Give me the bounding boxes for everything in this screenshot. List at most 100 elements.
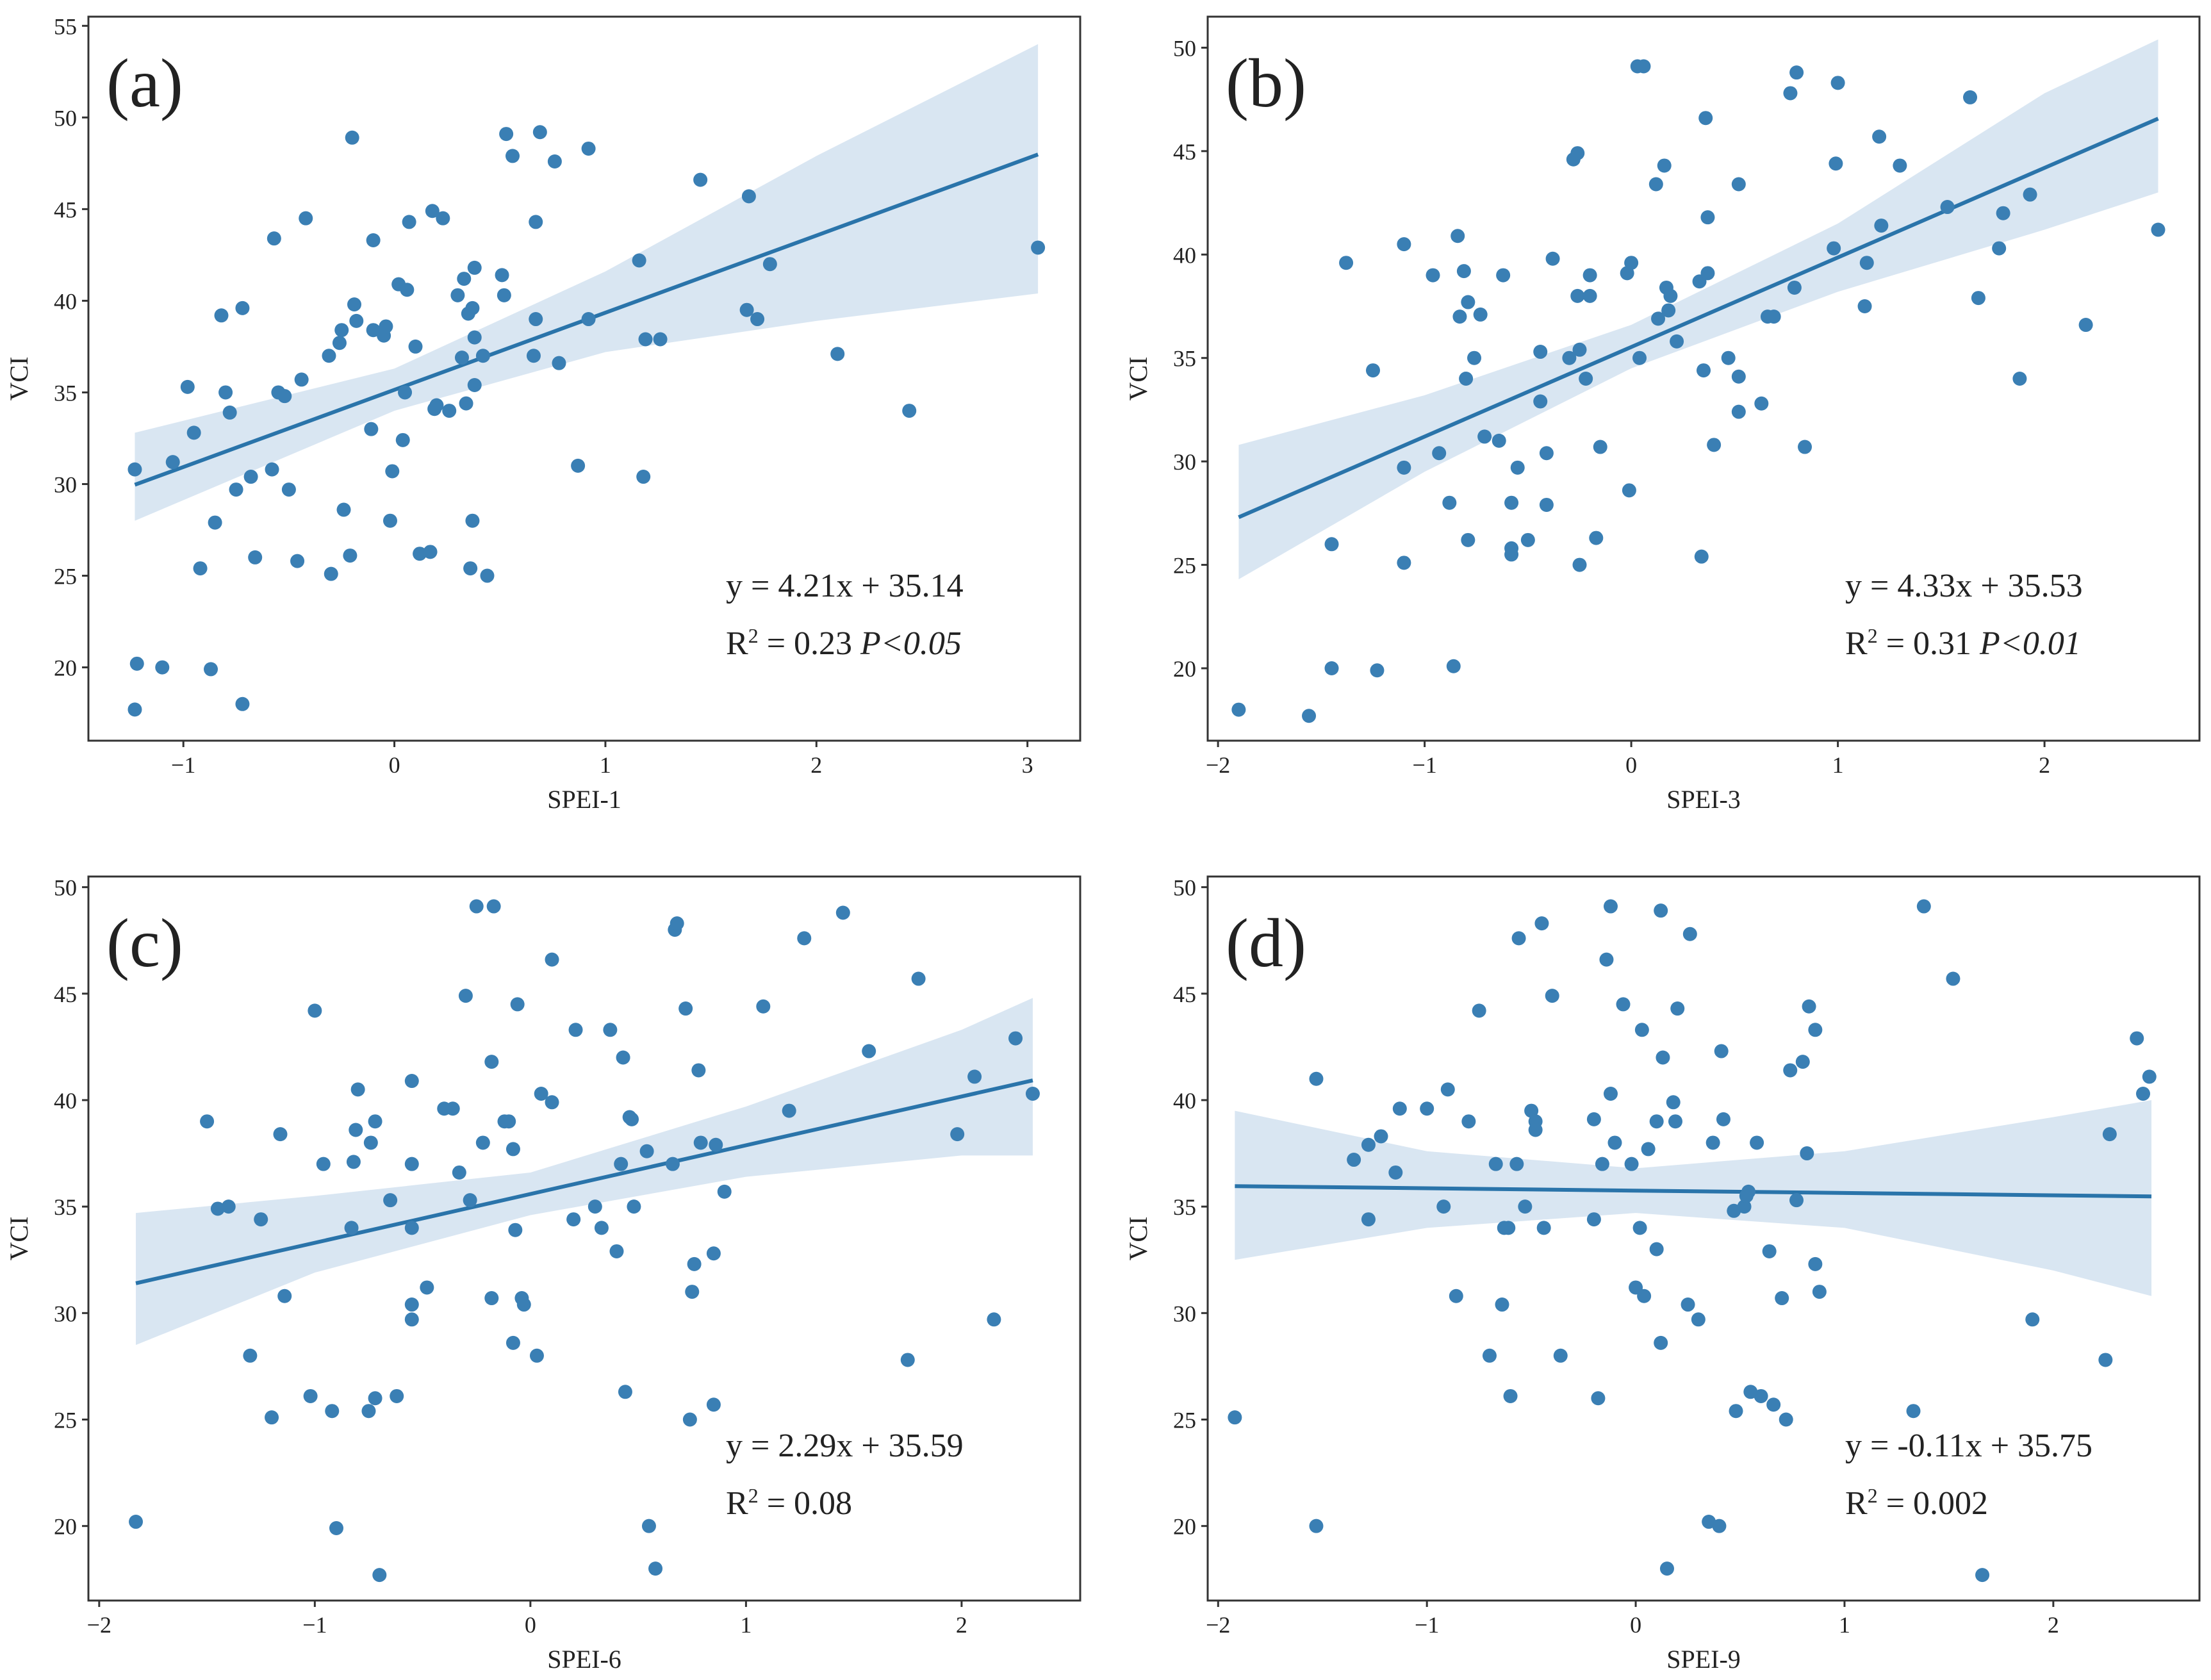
data-point [1533,394,1548,409]
panel-label: (a) [106,45,183,122]
data-point [1533,345,1548,359]
data-point [693,1135,708,1150]
data-point [499,127,514,142]
data-point [750,312,765,327]
data-point [627,1199,641,1214]
data-point [534,1087,548,1101]
data-point [1528,1114,1543,1129]
data-point [1482,1348,1497,1363]
data-point [1624,1157,1639,1171]
data-point [465,301,480,315]
data-point [1666,1095,1681,1110]
data-point [221,1199,236,1214]
data-point [290,554,305,568]
data-point [442,404,457,418]
data-point [347,297,361,312]
data-point [457,272,472,286]
data-point [1228,1410,1242,1425]
data-point [454,350,469,365]
data-point [1309,1519,1324,1533]
data-point [1426,268,1440,283]
data-point [204,662,218,677]
data-point [1802,999,1816,1014]
data-point [1716,1112,1730,1126]
y-tick-label: 50 [1173,875,1196,901]
data-point [363,1135,378,1150]
data-point [510,997,525,1012]
data-point [2012,372,2027,386]
data-point [1731,369,1746,384]
data-point [693,172,708,187]
y-tick-label: 45 [1173,139,1196,165]
data-point [404,1312,419,1327]
x-tick-label: 1 [1839,1612,1850,1638]
data-point [364,422,379,436]
data-point [368,1114,382,1129]
data-point [1893,158,1907,173]
data-point [1731,177,1746,192]
data-point [1706,1135,1720,1150]
data-point [1783,86,1798,101]
data-point [2023,187,2037,202]
data-point [127,462,142,477]
data-point [385,464,400,479]
regression-equation: y = 4.21x + 35.14 [726,568,964,604]
data-point [445,1101,460,1116]
data-point [1518,1199,1533,1214]
data-point [741,189,756,204]
data-point [1503,1388,1518,1403]
data-point [1963,90,1978,104]
y-tick-label: 30 [1173,1301,1196,1326]
data-point [1712,1519,1727,1533]
data-point [1906,1404,1921,1419]
data-point [1397,460,1411,475]
data-point [1461,1114,1476,1129]
data-point [404,1157,419,1171]
data-point [547,154,562,169]
data-point [1599,952,1614,967]
data-point [1586,1212,1601,1227]
data-point [1511,931,1526,946]
data-point [452,1165,466,1180]
data-point [1682,926,1697,941]
data-point [529,215,543,229]
plot-frame [1206,15,2201,742]
y-tick-label: 25 [1173,1408,1196,1433]
data-point [1473,307,1488,322]
data-point [581,141,596,156]
panel-d: −2 −1 0 1 2 20 25 30 35 40 45 50 (d) SPEI-9 VCI y =… [1124,875,2201,1674]
data-point [155,660,170,675]
data-point [614,1157,629,1171]
data-point [1750,1135,1764,1150]
y-tick-label: 30 [54,472,77,497]
data-point [1231,702,1246,717]
data-point [463,1193,477,1208]
data-point [1579,372,1593,386]
y-tick-label: 25 [1173,553,1196,579]
data-point [243,470,258,484]
data-point [1694,549,1709,564]
data-point [1496,268,1511,283]
data-point [1766,309,1781,324]
data-point [1654,1335,1668,1350]
data-point [1495,1297,1509,1312]
x-tick-label: 1 [740,1612,752,1638]
r-squared-text: R2 = 0.08 [726,1484,852,1522]
y-axis-label: VCI [1124,1217,1153,1261]
data-point [408,339,423,354]
y-tick-label: 30 [1173,449,1196,475]
y-tick-label: 30 [54,1301,77,1326]
data-point [1754,396,1769,411]
data-point [218,385,233,400]
data-point [1492,433,1506,448]
data-point [1795,1055,1810,1069]
data-point [208,515,222,530]
data-point [193,561,208,576]
x-tick-label: 0 [1630,1612,1641,1638]
data-point [691,1063,706,1078]
y-tick-label: 40 [54,288,77,314]
data-point [1616,997,1631,1012]
plot-frame [87,15,1081,742]
data-point [129,1515,144,1529]
y-tick-label: 50 [54,875,77,901]
